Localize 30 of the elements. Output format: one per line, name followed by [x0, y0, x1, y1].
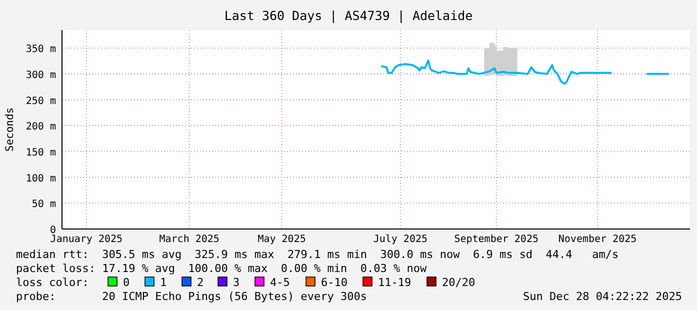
x-tick-label: November 2025: [558, 234, 637, 245]
y-tick-label: 200 m: [26, 122, 56, 133]
text: 3: [233, 276, 240, 289]
text: Sun Dec 28 04:22:22 2025: [523, 290, 682, 303]
text: loss color:: [16, 276, 89, 289]
y-tick-label: 300 m: [26, 70, 56, 81]
text: median rtt: 305.5 ms avg 325.9 ms max 279.1 ms min 300.0 ms now 6.9 ms sd 44.4 am/s: [16, 248, 619, 261]
text: packet loss: 17.19 % avg 100.00 % max 0.00 % min 0.03 % now: [16, 262, 427, 275]
x-tick-label: July 2025: [373, 234, 428, 245]
y-tick-label: 250 m: [26, 96, 56, 107]
x-tick-label: January 2025: [50, 234, 123, 245]
text: 0: [123, 276, 130, 289]
text: 2: [197, 276, 204, 289]
x-tick-label: May 2025: [258, 234, 306, 245]
text: 20/20: [442, 276, 476, 289]
text: 6-10: [321, 276, 348, 289]
text: 1: [160, 276, 167, 289]
text: 11-19: [378, 276, 412, 289]
chart-title: Last 360 Days | AS4739 | Adelaide: [224, 8, 473, 23]
text: probe: 20 ICMP Echo Pings (56 Bytes) every 300s: [16, 290, 367, 303]
x-tick-label: March 2025: [159, 234, 220, 245]
y-tick-label: 50 m: [32, 199, 56, 210]
y-tick-label: 150 m: [26, 147, 56, 158]
text: 4-5: [270, 276, 290, 289]
line-series: [380, 59, 612, 85]
y-axis-title: Seconds: [4, 107, 16, 152]
y-tick-label: 0: [50, 225, 56, 236]
y-tick-label: 100 m: [26, 173, 56, 184]
x-tick-label: September 2025: [454, 234, 539, 245]
y-tick-label: 350 m: [26, 44, 56, 56]
